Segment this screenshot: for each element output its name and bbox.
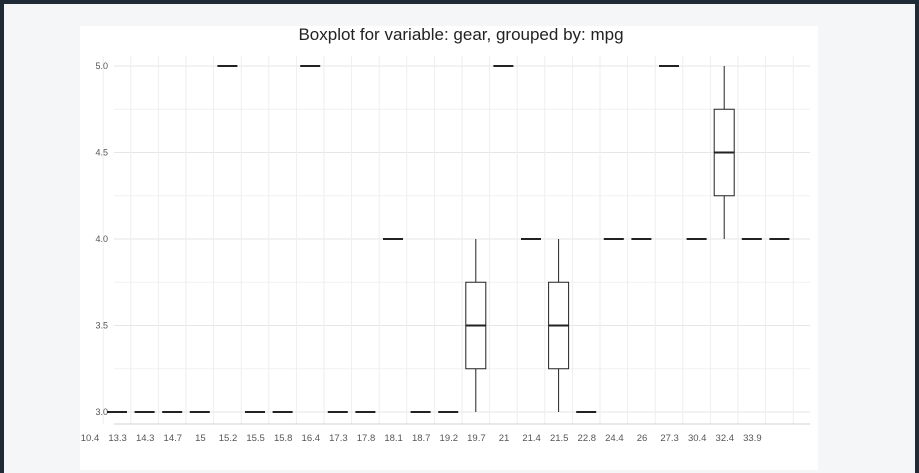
x-tick-label: 15.5 [246,433,265,444]
x-tick-label: 14.3 [136,433,155,444]
chart-frame: Boxplot for variable: gear, grouped by: … [4,4,915,473]
x-tick-label: 22.8 [578,433,597,444]
x-axis: 10.4 13.3 14.3 14.7 15 15.2 15.5 15.8 16.4 17.3 17… [81,433,762,444]
box-layer [107,65,790,413]
x-tick-label: 14.7 [164,433,183,444]
plot-panel [80,26,818,470]
x-tick-label: 15.8 [274,433,293,444]
x-tick-label: 21.5 [550,433,569,444]
x-tick-label: 18.7 [412,433,431,444]
x-tick-label: 30.4 [688,433,707,444]
x-tick-label: 13.3 [108,433,127,444]
x-tick-label: 17.3 [329,433,348,444]
x-tick-label: 15 [195,433,206,444]
x-tick-label: 21.4 [522,433,541,444]
x-tick-label: 18.1 [384,433,403,444]
boxplot-chart: Boxplot for variable: gear, grouped by: … [81,25,810,444]
x-tick-label: 26 [637,433,648,444]
x-tick-label: 19.7 [467,433,486,444]
x-tick-label: 10.4 [81,433,100,444]
x-tick-label: 33.9 [743,433,762,444]
x-tick-label: 32.4 [716,433,735,444]
y-tick-label: 5.0 [95,61,108,71]
y-axis: 3.0 3.5 4.0 4.5 5.0 [95,61,108,417]
x-tick-label: 17.8 [357,433,376,444]
chart-title: Boxplot for variable: gear, grouped by: … [298,25,623,44]
y-tick-label: 3.5 [95,321,108,331]
x-tick-label: 15.2 [219,433,238,444]
x-tick-label: 16.4 [302,433,321,444]
x-tick-label: 21 [499,433,510,444]
y-tick-label: 3.0 [95,407,108,417]
y-tick-label: 4.0 [95,234,108,244]
x-tick-label: 24.4 [605,433,624,444]
x-tick-label: 27.3 [660,433,679,444]
y-tick-label: 4.5 [95,148,108,158]
x-tick-label: 19.2 [440,433,459,444]
